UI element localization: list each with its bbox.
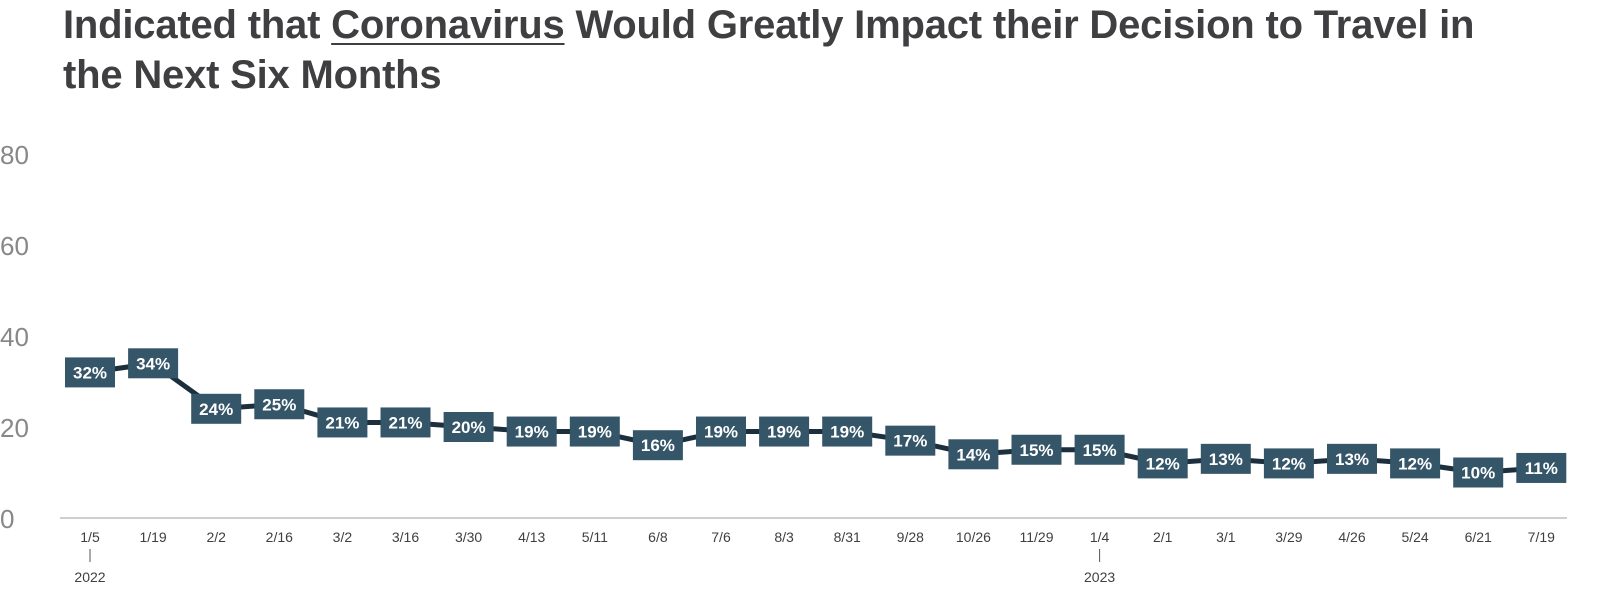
x-tick-label: 8/31 [834, 529, 861, 545]
data-label: 12% [1398, 454, 1432, 473]
x-tick-label: 8/3 [774, 529, 794, 545]
x-tick-label: 2/16 [266, 529, 293, 545]
data-point-marker [1516, 452, 1567, 483]
x-tick-label: 3/16 [392, 529, 419, 545]
data-point-marker [948, 439, 999, 470]
x-tick-label: 1/4 [1090, 529, 1110, 545]
data-label: 13% [1335, 450, 1369, 469]
data-point-marker [254, 389, 305, 420]
x-tick-label: 9/28 [897, 529, 924, 545]
x-tick-label: 4/26 [1338, 529, 1365, 545]
title-emphasis: Coronavirus [331, 3, 565, 47]
y-tick-label: 20 [0, 413, 29, 443]
data-label: 17% [893, 432, 927, 451]
data-label: 12% [1146, 454, 1180, 473]
data-point-marker [1011, 434, 1062, 465]
series-line [87, 360, 1544, 475]
data-label: 21% [325, 413, 359, 432]
y-tick-label: 40 [0, 322, 29, 352]
data-point-marker [1200, 443, 1251, 474]
data-point-marker [317, 407, 368, 438]
data-point-marker [506, 416, 557, 447]
data-label: 11% [1525, 459, 1558, 478]
x-tick-label: 2/2 [206, 529, 226, 545]
y-tick-label: 80 [0, 140, 29, 170]
data-label: 19% [515, 423, 549, 442]
x-tick-label: 7/19 [1528, 529, 1555, 545]
data-point-marker [443, 412, 494, 442]
x-tick-label: 11/29 [1020, 529, 1054, 545]
x-tick-label: 6/8 [648, 529, 668, 545]
y-tick-label: 60 [0, 231, 29, 261]
data-point-marker [885, 425, 936, 456]
data-label: 20% [452, 418, 486, 437]
x-tick-label: 5/24 [1401, 529, 1428, 545]
chart-title: Indicated that Coronavirus Would Greatly… [63, 0, 1543, 100]
data-label: 10% [1461, 464, 1495, 483]
data-point-marker [1263, 448, 1314, 479]
x-tick-label: 3/30 [455, 529, 482, 545]
data-label: 14% [956, 445, 990, 464]
data-label: 12% [1272, 454, 1306, 473]
title-text-after: Would Greatly Impact their Decision to T… [63, 3, 1475, 97]
x-tick-label: 2/1 [1153, 529, 1173, 545]
data-point-marker [380, 407, 431, 438]
year-marker-label: 2022 [74, 569, 105, 585]
x-tick-label: 3/1 [1216, 529, 1236, 545]
data-label: 24% [199, 400, 233, 419]
x-tick-label: 10/26 [956, 529, 991, 545]
data-point-marker [128, 348, 179, 379]
data-point-marker [759, 416, 810, 447]
data-point-marker [1137, 448, 1188, 479]
data-label: 19% [830, 423, 864, 442]
data-label: 19% [578, 423, 612, 442]
data-point-marker [569, 416, 620, 447]
data-point-marker [1074, 434, 1125, 465]
x-tick-label: 1/5 [80, 529, 100, 545]
data-label: 19% [767, 423, 801, 442]
x-tick-label: 6/21 [1465, 529, 1492, 545]
data-label: 19% [704, 423, 738, 442]
data-point-marker [632, 430, 683, 461]
data-point-marker [1453, 457, 1504, 488]
data-label: 34% [136, 354, 170, 373]
x-tick-label: 3/2 [333, 529, 353, 545]
data-label: 16% [641, 436, 675, 455]
data-point-marker [822, 416, 873, 447]
x-tick-label: 7/6 [711, 529, 731, 545]
x-tick-label: 5/11 [582, 529, 608, 545]
data-label: 15% [1019, 441, 1053, 460]
data-point-marker [1327, 443, 1377, 474]
data-point-marker [191, 393, 242, 424]
data-label: 25% [262, 395, 296, 414]
x-tick-label: 1/19 [139, 529, 166, 545]
title-text-before: Indicated that [63, 3, 332, 47]
data-label: 13% [1209, 450, 1243, 469]
y-tick-label: 0 [0, 504, 14, 534]
x-tick-label: 3/29 [1275, 529, 1302, 545]
data-label: 15% [1083, 441, 1117, 460]
year-marker-label: 2023 [1084, 569, 1115, 585]
data-point-marker [1390, 448, 1441, 479]
data-point-marker [65, 357, 115, 388]
data-point-marker [696, 416, 746, 447]
data-label: 32% [73, 363, 107, 382]
x-tick-label: 4/13 [518, 529, 545, 545]
data-label: 21% [388, 413, 422, 432]
